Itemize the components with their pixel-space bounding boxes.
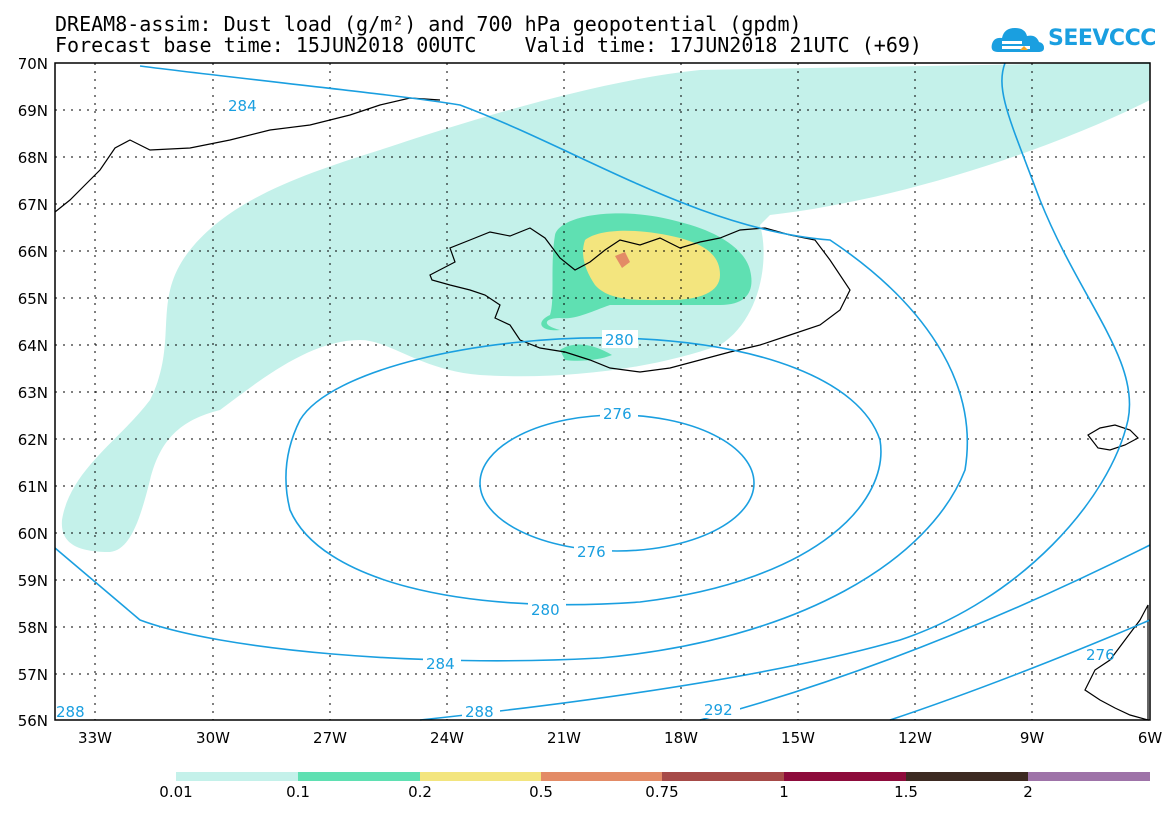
contour-276 xyxy=(479,414,755,552)
colorbar-label: 1 xyxy=(779,783,789,801)
contour-label: 288 xyxy=(465,703,494,721)
contour-label: 276 xyxy=(577,543,606,561)
colorbar-swatch xyxy=(1028,772,1150,781)
colorbar-swatch xyxy=(420,772,541,781)
logo-text: SEEVCCC xyxy=(1048,26,1156,51)
colorbar-swatch xyxy=(784,772,906,781)
lat-label: 57N xyxy=(18,666,48,684)
lat-label: 68N xyxy=(18,149,48,167)
map-frame xyxy=(54,62,1151,721)
colorbar-label: 1.5 xyxy=(894,783,918,801)
lon-label: 12W xyxy=(898,729,932,747)
lon-labels: 33W 30W 27W 24W 21W 18W 15W 12W 9W 6W xyxy=(78,729,1162,747)
dust-layer xyxy=(61,62,1150,552)
lat-label: 59N xyxy=(18,572,48,590)
contour-288 xyxy=(419,62,1131,721)
contour-label: 276 xyxy=(603,405,632,423)
contour-label: 276 xyxy=(1086,646,1115,664)
lon-label: 15W xyxy=(781,729,815,747)
contour-284 xyxy=(54,65,969,662)
colorbar-label: 0.2 xyxy=(408,783,432,801)
contour-label: 288 xyxy=(56,703,85,721)
contour-label: 284 xyxy=(426,655,455,673)
colorbar xyxy=(176,772,1150,781)
geopotential-contours xyxy=(54,62,1151,721)
lat-label: 56N xyxy=(18,712,48,730)
dust-area-001 xyxy=(61,62,1150,552)
colorbar-swatch xyxy=(541,772,662,781)
contour-label: 284 xyxy=(228,97,257,115)
colorbar-swatch xyxy=(176,772,298,781)
dust-area-01b xyxy=(560,344,612,361)
contour-280 xyxy=(285,337,882,606)
lat-label: 63N xyxy=(18,384,48,402)
lon-label: 9W xyxy=(1020,729,1045,747)
contour-label: 280 xyxy=(531,601,560,619)
colorbar-swatch xyxy=(298,772,420,781)
lat-label: 65N xyxy=(18,290,48,308)
lat-label: 61N xyxy=(18,478,48,496)
lon-label: 30W xyxy=(196,729,230,747)
colorbar-label: 0.01 xyxy=(159,783,193,801)
colorbar-swatch xyxy=(906,772,1028,781)
lat-label: 66N xyxy=(18,243,48,261)
lat-label: 60N xyxy=(18,525,48,543)
title-line-2: Forecast base time: 15JUN2018 00UTC Vali… xyxy=(55,33,922,57)
lon-label: 24W xyxy=(430,729,464,747)
lat-label: 62N xyxy=(18,431,48,449)
dust-area-02 xyxy=(583,230,720,301)
contour-296 xyxy=(889,619,1151,721)
colorbar-label: 2 xyxy=(1023,783,1033,801)
coastlines xyxy=(54,97,1149,721)
lat-label: 67N xyxy=(18,196,48,214)
lon-label: 18W xyxy=(664,729,698,747)
cloud-logo-icon xyxy=(991,28,1044,52)
iceland-coast xyxy=(429,227,851,373)
gridlines xyxy=(55,63,1150,720)
lon-label: 21W xyxy=(547,729,581,747)
contour-label: 280 xyxy=(605,331,634,349)
contour-292 xyxy=(699,544,1151,721)
dust-area-05 xyxy=(615,252,630,268)
colorbar-swatch xyxy=(662,772,784,781)
lat-label: 70N xyxy=(18,55,48,73)
seevccc-logo: SEEVCCC xyxy=(990,20,1156,60)
greenland-coast xyxy=(54,97,441,213)
lon-label: 6W xyxy=(1138,729,1163,747)
colorbar-label: 0.5 xyxy=(529,783,553,801)
faroe-coast xyxy=(1087,424,1139,451)
contour-label: 292 xyxy=(704,701,733,719)
lat-label: 58N xyxy=(18,619,48,637)
lon-label: 33W xyxy=(78,729,112,747)
contour-labels: 284 280 276 276 280 284 288 288 292 276 xyxy=(55,96,1115,721)
lat-label: 64N xyxy=(18,337,48,355)
colorbar-labels: 0.01 0.1 0.2 0.5 0.75 1 1.5 2 xyxy=(0,783,1175,803)
colorbar-label: 0.75 xyxy=(645,783,679,801)
lat-labels: 70N 69N 68N 67N 66N 65N 64N 63N 62N 61N … xyxy=(18,55,48,730)
lat-label: 69N xyxy=(18,102,48,120)
scotland-coast xyxy=(1084,604,1149,721)
colorbar-label: 0.1 xyxy=(286,783,310,801)
title-line-1: DREAM8-assim: Dust load (g/m²) and 700 h… xyxy=(55,12,802,36)
lon-label: 27W xyxy=(313,729,347,747)
